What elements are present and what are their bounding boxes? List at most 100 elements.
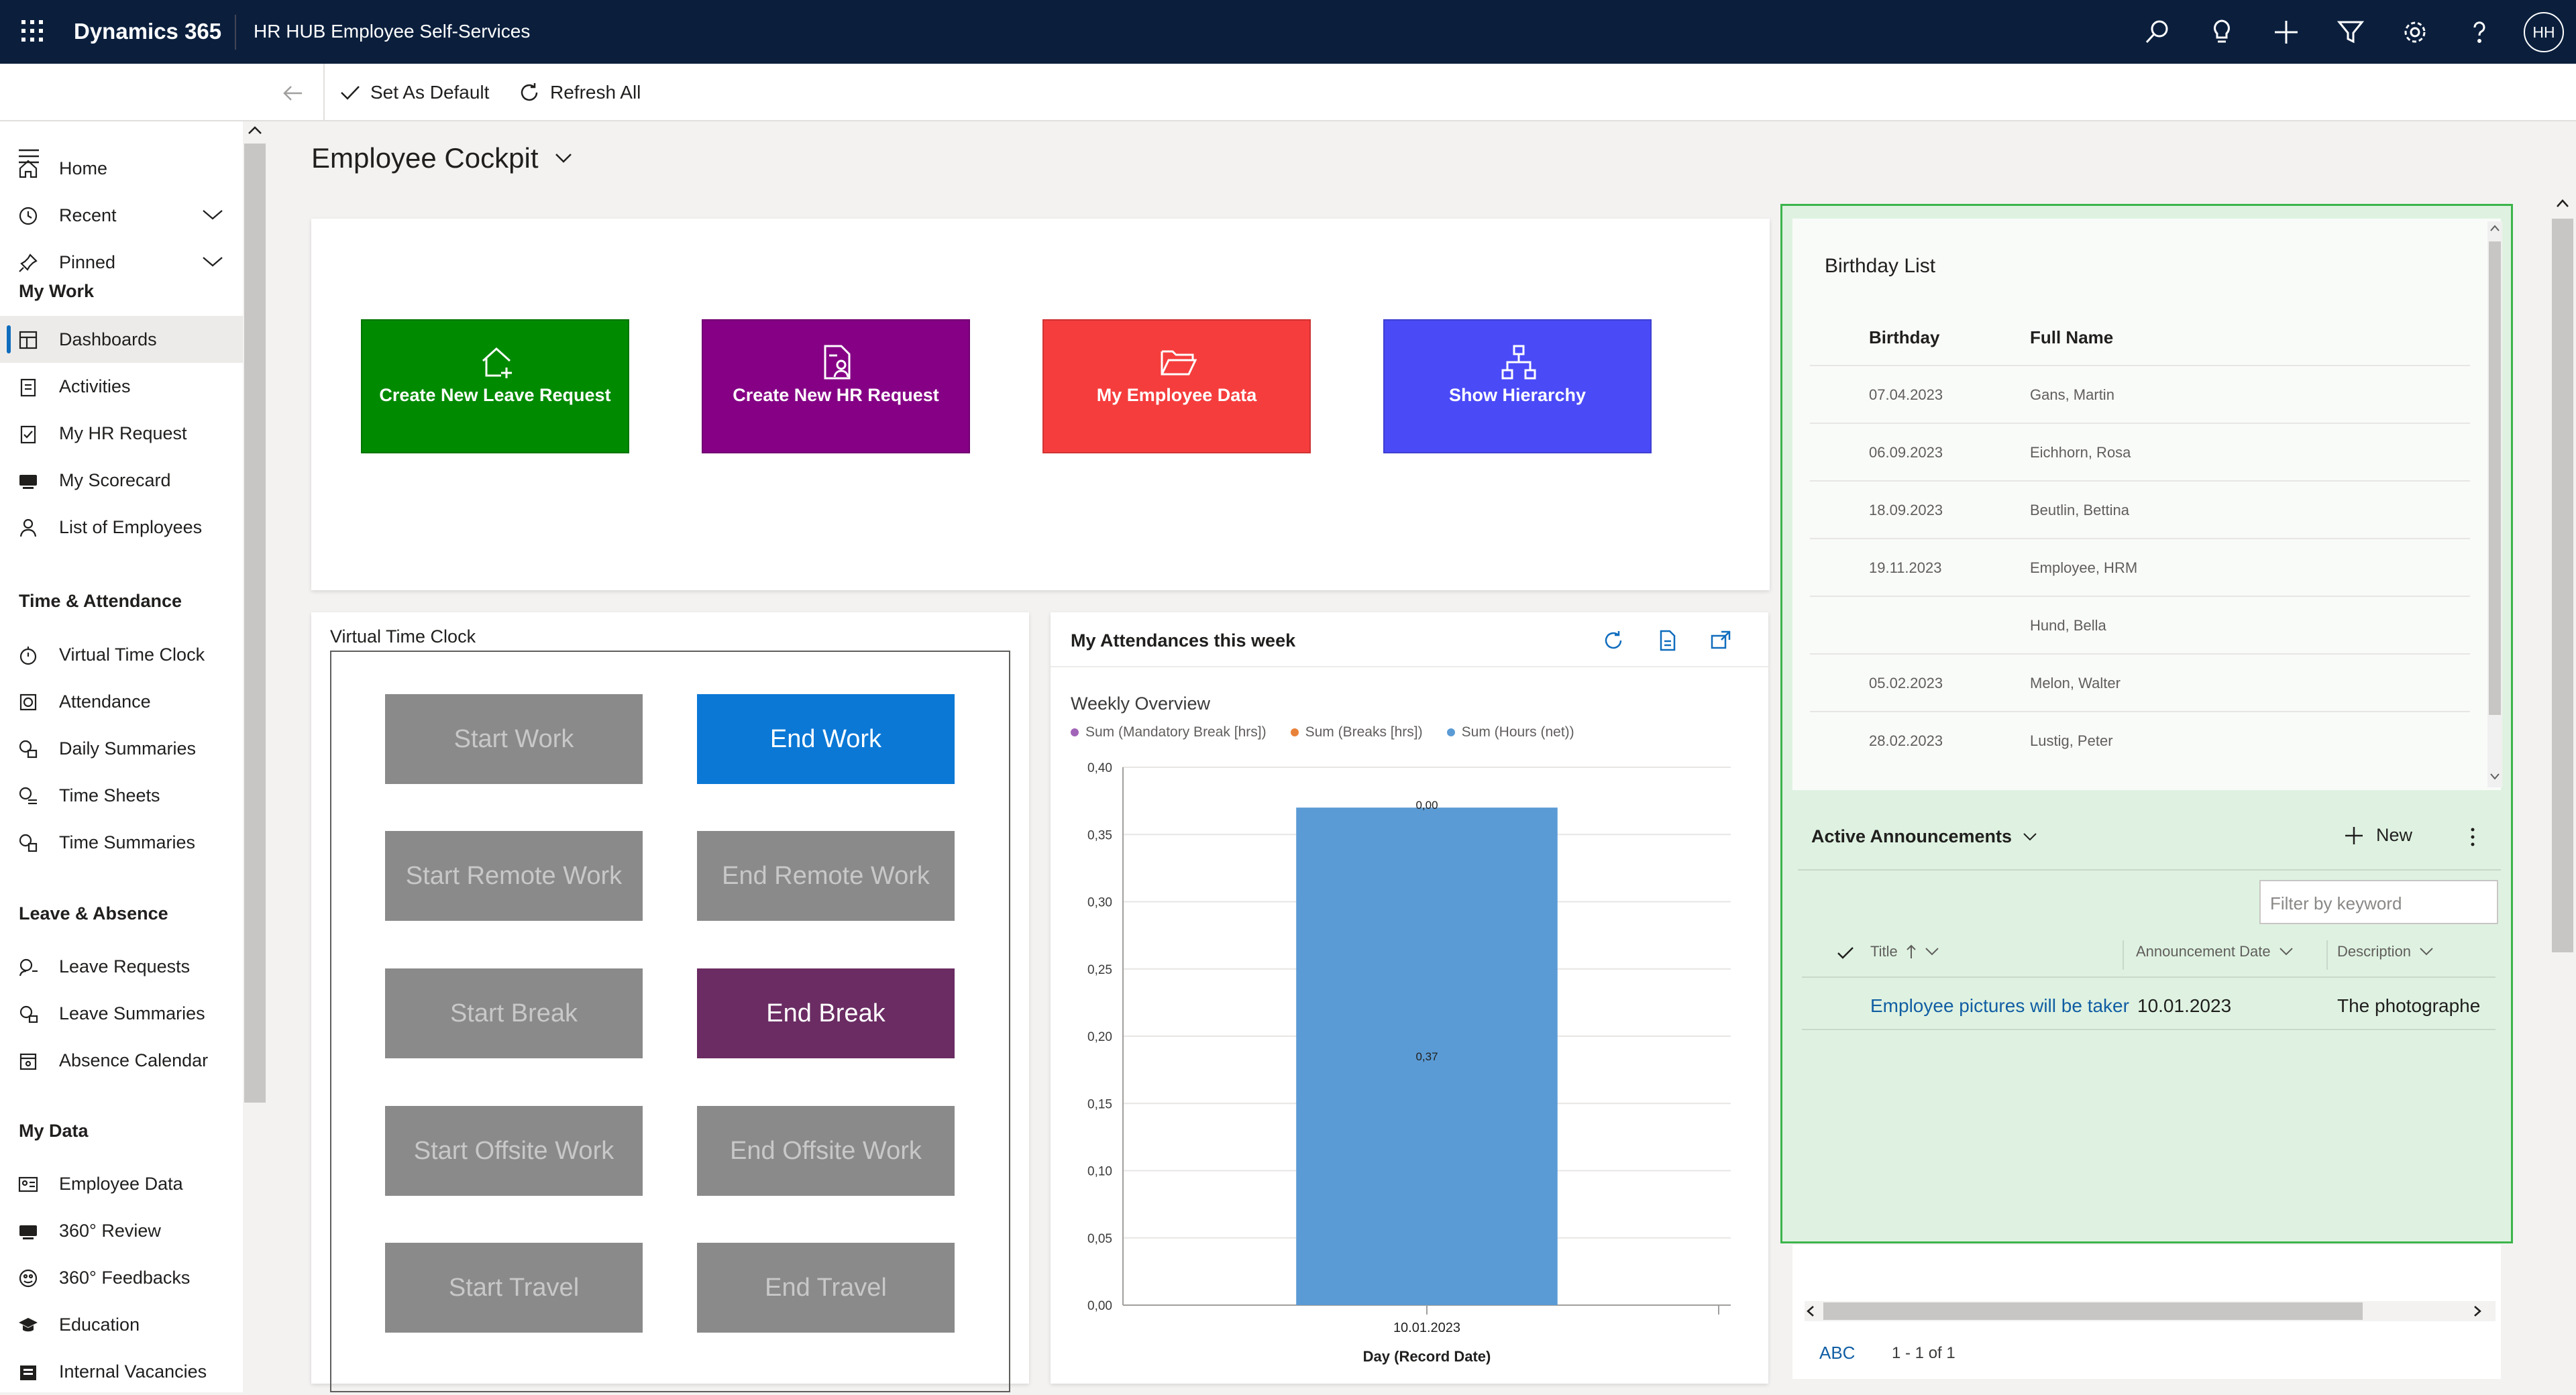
user-avatar[interactable]: HH [2524, 12, 2564, 52]
chevron-up-icon[interactable] [247, 125, 263, 135]
nav-item-absence-calendar[interactable]: Absence Calendar [0, 1037, 243, 1084]
start-travel-button[interactable]: Start Travel [385, 1243, 643, 1333]
horizontal-scrollbar-thumb[interactable] [1823, 1302, 2363, 1320]
table-row[interactable]: 19.11.2023 Employee, HRM [1810, 539, 2470, 597]
nav-item-pinned[interactable]: Pinned [0, 239, 243, 286]
back-arrow-icon[interactable] [282, 84, 303, 103]
nav-item-recent[interactable]: Recent [0, 192, 243, 239]
nav-item-education[interactable]: Education [0, 1301, 243, 1348]
end-offsite-work-button[interactable]: End Offsite Work [697, 1106, 955, 1196]
nav-label: Internal Vacancies [59, 1361, 207, 1382]
full-name-cell: Beutlin, Bettina [2030, 502, 2129, 518]
filter-icon[interactable] [2336, 17, 2365, 47]
nav-item-virtual-time-clock[interactable]: Virtual Time Clock [0, 631, 243, 678]
expand-icon[interactable] [1709, 629, 1732, 652]
stopwatch-icon [17, 645, 39, 666]
announcement-title-link[interactable]: Employee pictures will be taker [1870, 995, 2129, 1016]
more-options-icon[interactable] [2469, 826, 2477, 848]
new-label: New [2376, 825, 2413, 845]
end-break-button[interactable]: End Break [697, 968, 955, 1058]
nav-label: Activities [59, 376, 131, 396]
help-icon[interactable] [2465, 17, 2494, 47]
gear-icon[interactable] [2400, 17, 2430, 47]
table-row[interactable]: 05.02.2023 Melon, Walter [1810, 655, 2470, 712]
table-row[interactable]: Hund, Bella [1810, 597, 2470, 655]
refresh-icon[interactable] [1602, 629, 1625, 652]
nav-item-my-hr-request[interactable]: My HR Request [0, 410, 243, 457]
nav-item-my-scorecard[interactable]: My Scorecard [0, 457, 243, 504]
nav-item-daily-summaries[interactable]: Daily Summaries [0, 725, 243, 772]
filter-by-keyword-input[interactable]: Filter by keyword [2259, 880, 2498, 924]
table-row[interactable]: 18.09.2023 Beutlin, Bettina [1810, 482, 2470, 539]
chevron-down-icon[interactable] [201, 208, 224, 221]
select-all-checkbox[interactable] [1837, 946, 1854, 960]
announcements-view-selector[interactable]: Active Announcements [1811, 826, 2037, 847]
table-row[interactable]: 28.02.2023 Lustig, Peter [1810, 712, 2470, 770]
home-icon [17, 158, 39, 180]
refresh-all-button[interactable]: Refresh All [518, 78, 641, 107]
start-break-button[interactable]: Start Break [385, 968, 643, 1058]
nav-item-internal-vacancies[interactable]: Internal Vacancies [0, 1348, 243, 1395]
nav-item-dashboards[interactable]: Dashboards [0, 316, 243, 363]
legend-item-mandatory-break[interactable]: Sum (Mandatory Break [hrs]) [1071, 724, 1267, 740]
nav-item-attendance[interactable]: Attendance [0, 678, 243, 725]
chevron-up-icon[interactable] [2489, 224, 2500, 232]
start-offsite-work-button[interactable]: Start Offsite Work [385, 1106, 643, 1196]
search-icon[interactable] [2143, 17, 2172, 47]
full-name-cell: Employee, HRM [2030, 559, 2138, 576]
nav-label: List of Employees [59, 516, 203, 537]
chevron-left-icon[interactable] [1806, 1305, 1815, 1317]
area-name[interactable]: HR HUB Employee Self-Services [254, 21, 531, 42]
nav-item-time-summaries[interactable]: Time Summaries [0, 819, 243, 866]
my-employee-data-tile[interactable]: My Employee Data [1042, 319, 1311, 453]
chevron-up-icon[interactable] [2556, 199, 2569, 208]
table-row[interactable]: 07.04.2023 Gans, Martin [1810, 366, 2470, 424]
column-header-full-name[interactable]: Full Name [2030, 327, 2114, 347]
new-announcement-button[interactable]: New [2344, 825, 2412, 846]
set-as-default-button[interactable]: Set As Default [339, 78, 489, 107]
page-title[interactable]: Employee Cockpit [311, 142, 573, 174]
nav-item-time-sheets[interactable]: Time Sheets [0, 772, 243, 819]
alphabet-filter-link[interactable]: ABC [1819, 1343, 1856, 1363]
export-report-icon[interactable] [1656, 629, 1678, 652]
column-header-description[interactable]: Description [2337, 943, 2434, 960]
nav-item-activities[interactable]: Activities [0, 363, 243, 410]
start-work-button[interactable]: Start Work [385, 694, 643, 784]
start-remote-work-button[interactable]: Start Remote Work [385, 831, 643, 921]
nav-item-list-of-employees[interactable]: List of Employees [0, 504, 243, 551]
nav-item-employee-data[interactable]: Employee Data [0, 1160, 243, 1207]
page-scrollbar-thumb[interactable] [2552, 219, 2573, 952]
chevron-down-icon[interactable] [201, 255, 224, 268]
column-header-announcement-date[interactable]: Announcement Date [2136, 943, 2294, 960]
lightbulb-icon[interactable] [2207, 17, 2237, 47]
plus-icon[interactable] [2271, 17, 2301, 47]
table-row[interactable]: 06.09.2023 Eichhorn, Rosa [1810, 424, 2470, 482]
end-work-button[interactable]: End Work [697, 694, 955, 784]
create-hr-request-tile[interactable]: Create New HR Request [702, 319, 970, 453]
table-row[interactable]: Employee pictures will be taker 10.01.20… [1802, 982, 2496, 1030]
create-leave-request-tile[interactable]: Create New Leave Request [361, 319, 629, 453]
column-header-birthday[interactable]: Birthday [1869, 327, 1940, 347]
end-travel-button[interactable]: End Travel [697, 1243, 955, 1333]
chevron-down-icon[interactable] [2489, 773, 2500, 781]
divider [2326, 940, 2328, 970]
nav-item-home[interactable]: Home [0, 145, 243, 192]
app-launcher-icon[interactable] [20, 19, 44, 43]
nav-item-leave-summaries[interactable]: Leave Summaries [0, 990, 243, 1037]
birthday-scrollbar-thumb[interactable] [2489, 241, 2501, 715]
legend-item-hours-net[interactable]: Sum (Hours (net)) [1446, 724, 1574, 740]
nav-label: Pinned [59, 252, 116, 272]
nav-item-360-feedbacks[interactable]: 360° Feedbacks [0, 1254, 243, 1301]
app-name[interactable]: Dynamics 365 [74, 19, 222, 44]
chevron-right-icon[interactable] [2473, 1305, 2482, 1317]
y-tick-label: 0,10 [1087, 1165, 1112, 1179]
end-remote-work-button[interactable]: End Remote Work [697, 831, 955, 921]
nav-item-360-review[interactable]: 360° Review [0, 1207, 243, 1254]
legend-item-breaks[interactable]: Sum (Breaks [hrs]) [1290, 724, 1423, 740]
nav-scrollbar-thumb[interactable] [244, 144, 266, 1103]
legend-dot [1290, 728, 1299, 736]
column-header-title[interactable]: Title [1870, 943, 1939, 960]
nav-item-leave-requests[interactable]: Leave Requests [0, 943, 243, 990]
birthday-list-title: Birthday List [1825, 255, 1936, 277]
show-hierarchy-tile[interactable]: Show Hierarchy [1383, 319, 1652, 453]
